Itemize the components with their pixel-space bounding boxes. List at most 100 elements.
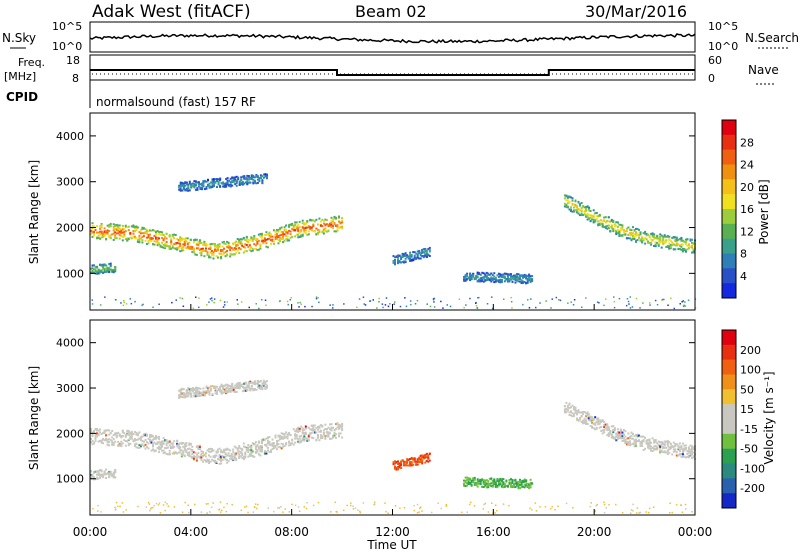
- echo-cell: [589, 216, 592, 219]
- echo-cell: [312, 425, 315, 428]
- echo-cell: [303, 439, 306, 442]
- scatter-cell: [399, 305, 402, 308]
- echo-cell: [170, 238, 173, 241]
- echo-cell: [427, 248, 430, 251]
- echo-cell: [243, 386, 246, 389]
- echo-cell: [189, 455, 192, 458]
- echo-cell: [221, 245, 224, 248]
- echo-cell: [112, 434, 115, 436]
- echo-cell: [301, 427, 304, 430]
- scatter-cell: [570, 301, 572, 303]
- echo-cell: [153, 243, 156, 246]
- scatter-cell: [179, 297, 181, 299]
- echo-cell: [94, 428, 97, 430]
- echo-cell: [654, 445, 657, 447]
- echo-cell: [199, 394, 202, 397]
- echo-cell: [316, 223, 319, 226]
- echo-cell: [195, 456, 198, 459]
- scatter-cell: [373, 503, 375, 506]
- echo-cell: [295, 233, 298, 236]
- echo-cell: [260, 439, 263, 442]
- echo-cell: [192, 239, 195, 242]
- echo-cell: [606, 423, 609, 426]
- echo-cell: [242, 251, 245, 254]
- echo-cell: [503, 277, 506, 280]
- echo-cell: [182, 187, 185, 190]
- echo-cell: [297, 226, 300, 229]
- echo-cell: [259, 245, 262, 248]
- echo-cell: [668, 446, 671, 449]
- echo-cell: [136, 226, 139, 229]
- echo-cell: [597, 215, 600, 218]
- echo-cell: [497, 484, 500, 487]
- echo-cell: [247, 175, 250, 177]
- echo-cell: [292, 443, 295, 446]
- echo-cell: [318, 439, 321, 442]
- echo-cell: [139, 232, 142, 235]
- echo-cell: [96, 225, 98, 227]
- echo-cell: [642, 449, 645, 451]
- echo-cell: [585, 419, 588, 422]
- echo-cell: [238, 450, 241, 453]
- echo-cell: [105, 477, 108, 479]
- echo-cell: [329, 222, 331, 225]
- echo-cell: [100, 226, 103, 229]
- echo-cell: [424, 250, 427, 253]
- scatter-cell: [264, 299, 267, 301]
- echo-cell: [671, 445, 674, 448]
- echo-cell: [207, 388, 209, 391]
- echo-cell: [105, 439, 108, 442]
- echo-cell: [563, 205, 566, 208]
- scatter-cell: [478, 296, 480, 299]
- echo-cell: [265, 231, 268, 234]
- echo-cell: [624, 430, 627, 433]
- echo-cell: [625, 230, 628, 233]
- echo-cell: [185, 395, 188, 398]
- echo-cell: [418, 458, 421, 461]
- echo-cell: [94, 440, 97, 443]
- echo-cell: [120, 444, 123, 447]
- echo-cell: [508, 479, 511, 482]
- echo-cell: [111, 269, 114, 272]
- echo-cell: [216, 180, 218, 182]
- echo-cell: [179, 181, 182, 184]
- echo-cell: [404, 461, 407, 464]
- echo-cell: [280, 233, 283, 236]
- echo-cell: [253, 179, 256, 182]
- echo-cell: [280, 432, 283, 435]
- echo-cell: [144, 232, 147, 235]
- echo-cell: [327, 225, 330, 227]
- echo-cell: [132, 439, 135, 442]
- echo-cell: [264, 385, 267, 388]
- echo-cell: [99, 264, 102, 266]
- echo-cell: [300, 229, 303, 232]
- echo-cell: [684, 444, 687, 447]
- scatter-cell: [289, 299, 291, 301]
- echo-cell: [115, 232, 118, 235]
- echo-cell: [510, 478, 512, 481]
- scatter-cell: [535, 510, 538, 512]
- scatter-cell: [329, 304, 331, 306]
- scatter-cell: [125, 303, 128, 305]
- echo-cell: [528, 487, 531, 490]
- echo-cell: [407, 458, 410, 461]
- echo-cell: [200, 250, 203, 253]
- echo-cell: [219, 389, 222, 392]
- echo-cell: [636, 234, 639, 237]
- echo-cell: [416, 458, 419, 461]
- scatter-cell: [354, 507, 357, 509]
- colorbar-cell: [722, 419, 736, 435]
- echo-cell: [149, 233, 151, 236]
- colorbar-tick: 24: [740, 159, 754, 172]
- echo-cell: [248, 446, 251, 449]
- echo-cell: [228, 384, 231, 387]
- echo-cell: [211, 178, 214, 181]
- echo-cell: [273, 242, 275, 245]
- echo-cell: [304, 232, 307, 235]
- echo-cell: [115, 229, 118, 231]
- echo-cell: [121, 224, 124, 227]
- echo-cell: [103, 230, 106, 233]
- echo-cell: [691, 447, 693, 450]
- scatter-cell: [195, 296, 197, 298]
- echo-cell: [625, 441, 628, 444]
